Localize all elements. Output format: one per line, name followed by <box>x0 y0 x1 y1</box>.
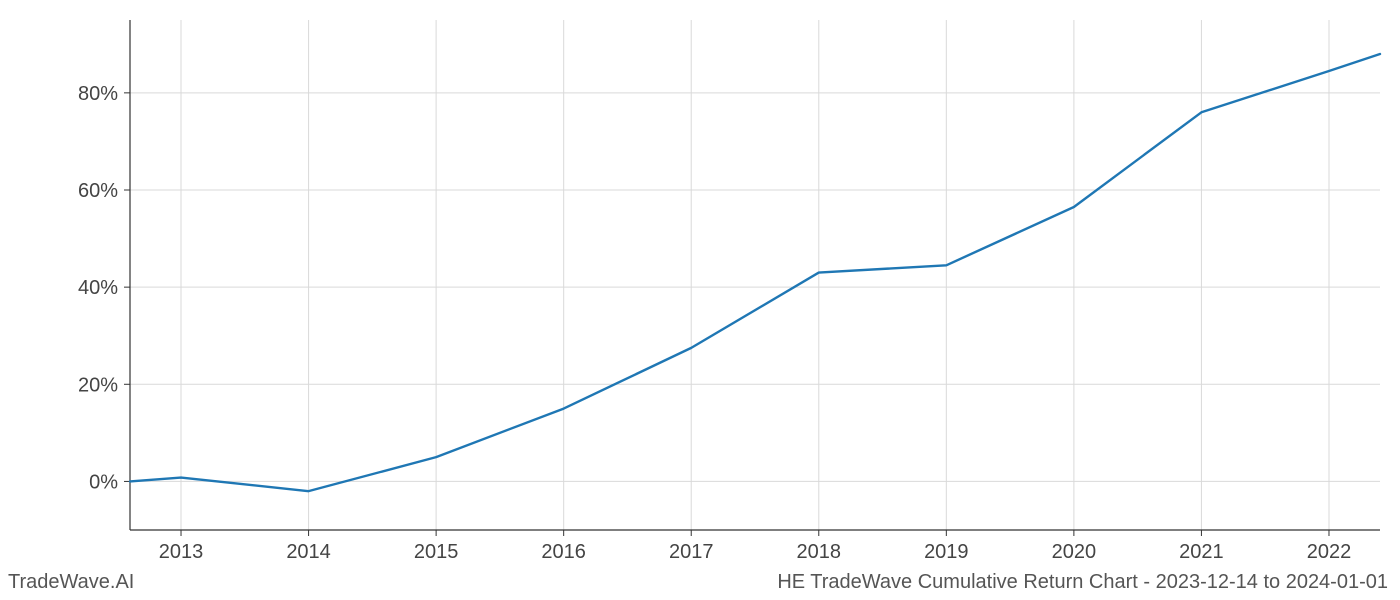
x-tick-label: 2021 <box>1179 541 1224 563</box>
x-tick-label: 2019 <box>924 541 969 563</box>
x-tick-label: 2017 <box>669 541 714 563</box>
footer-left-text: TradeWave.AI <box>8 571 134 594</box>
x-tick-label: 2015 <box>414 541 459 563</box>
y-tick-label: 40% <box>78 277 118 299</box>
x-tick-label: 2020 <box>1052 541 1097 563</box>
chart-container: 2013 2014 2015 2016 2017 2018 2019 2020 2021 2022… <box>0 0 1400 600</box>
footer-right-text: HE TradeWave Cumulative Return Chart - 2… <box>777 571 1388 594</box>
y-tick-label: 60% <box>78 180 118 202</box>
x-tick-label: 2018 <box>797 541 842 563</box>
y-tick-label: 20% <box>78 374 118 396</box>
line-chart: 2013 2014 2015 2016 2017 2018 2019 2020 2021 2022… <box>0 0 1400 600</box>
x-tick-label: 2013 <box>159 541 204 563</box>
y-tick-label: 0% <box>89 471 118 493</box>
chart-bg <box>0 0 1400 600</box>
y-tick-label: 80% <box>78 83 118 105</box>
x-tick-label: 2014 <box>286 541 331 563</box>
x-tick-label: 2022 <box>1307 541 1352 563</box>
x-tick-label: 2016 <box>541 541 586 563</box>
footer: TradeWave.AI HE TradeWave Cumulative Ret… <box>0 571 1400 594</box>
